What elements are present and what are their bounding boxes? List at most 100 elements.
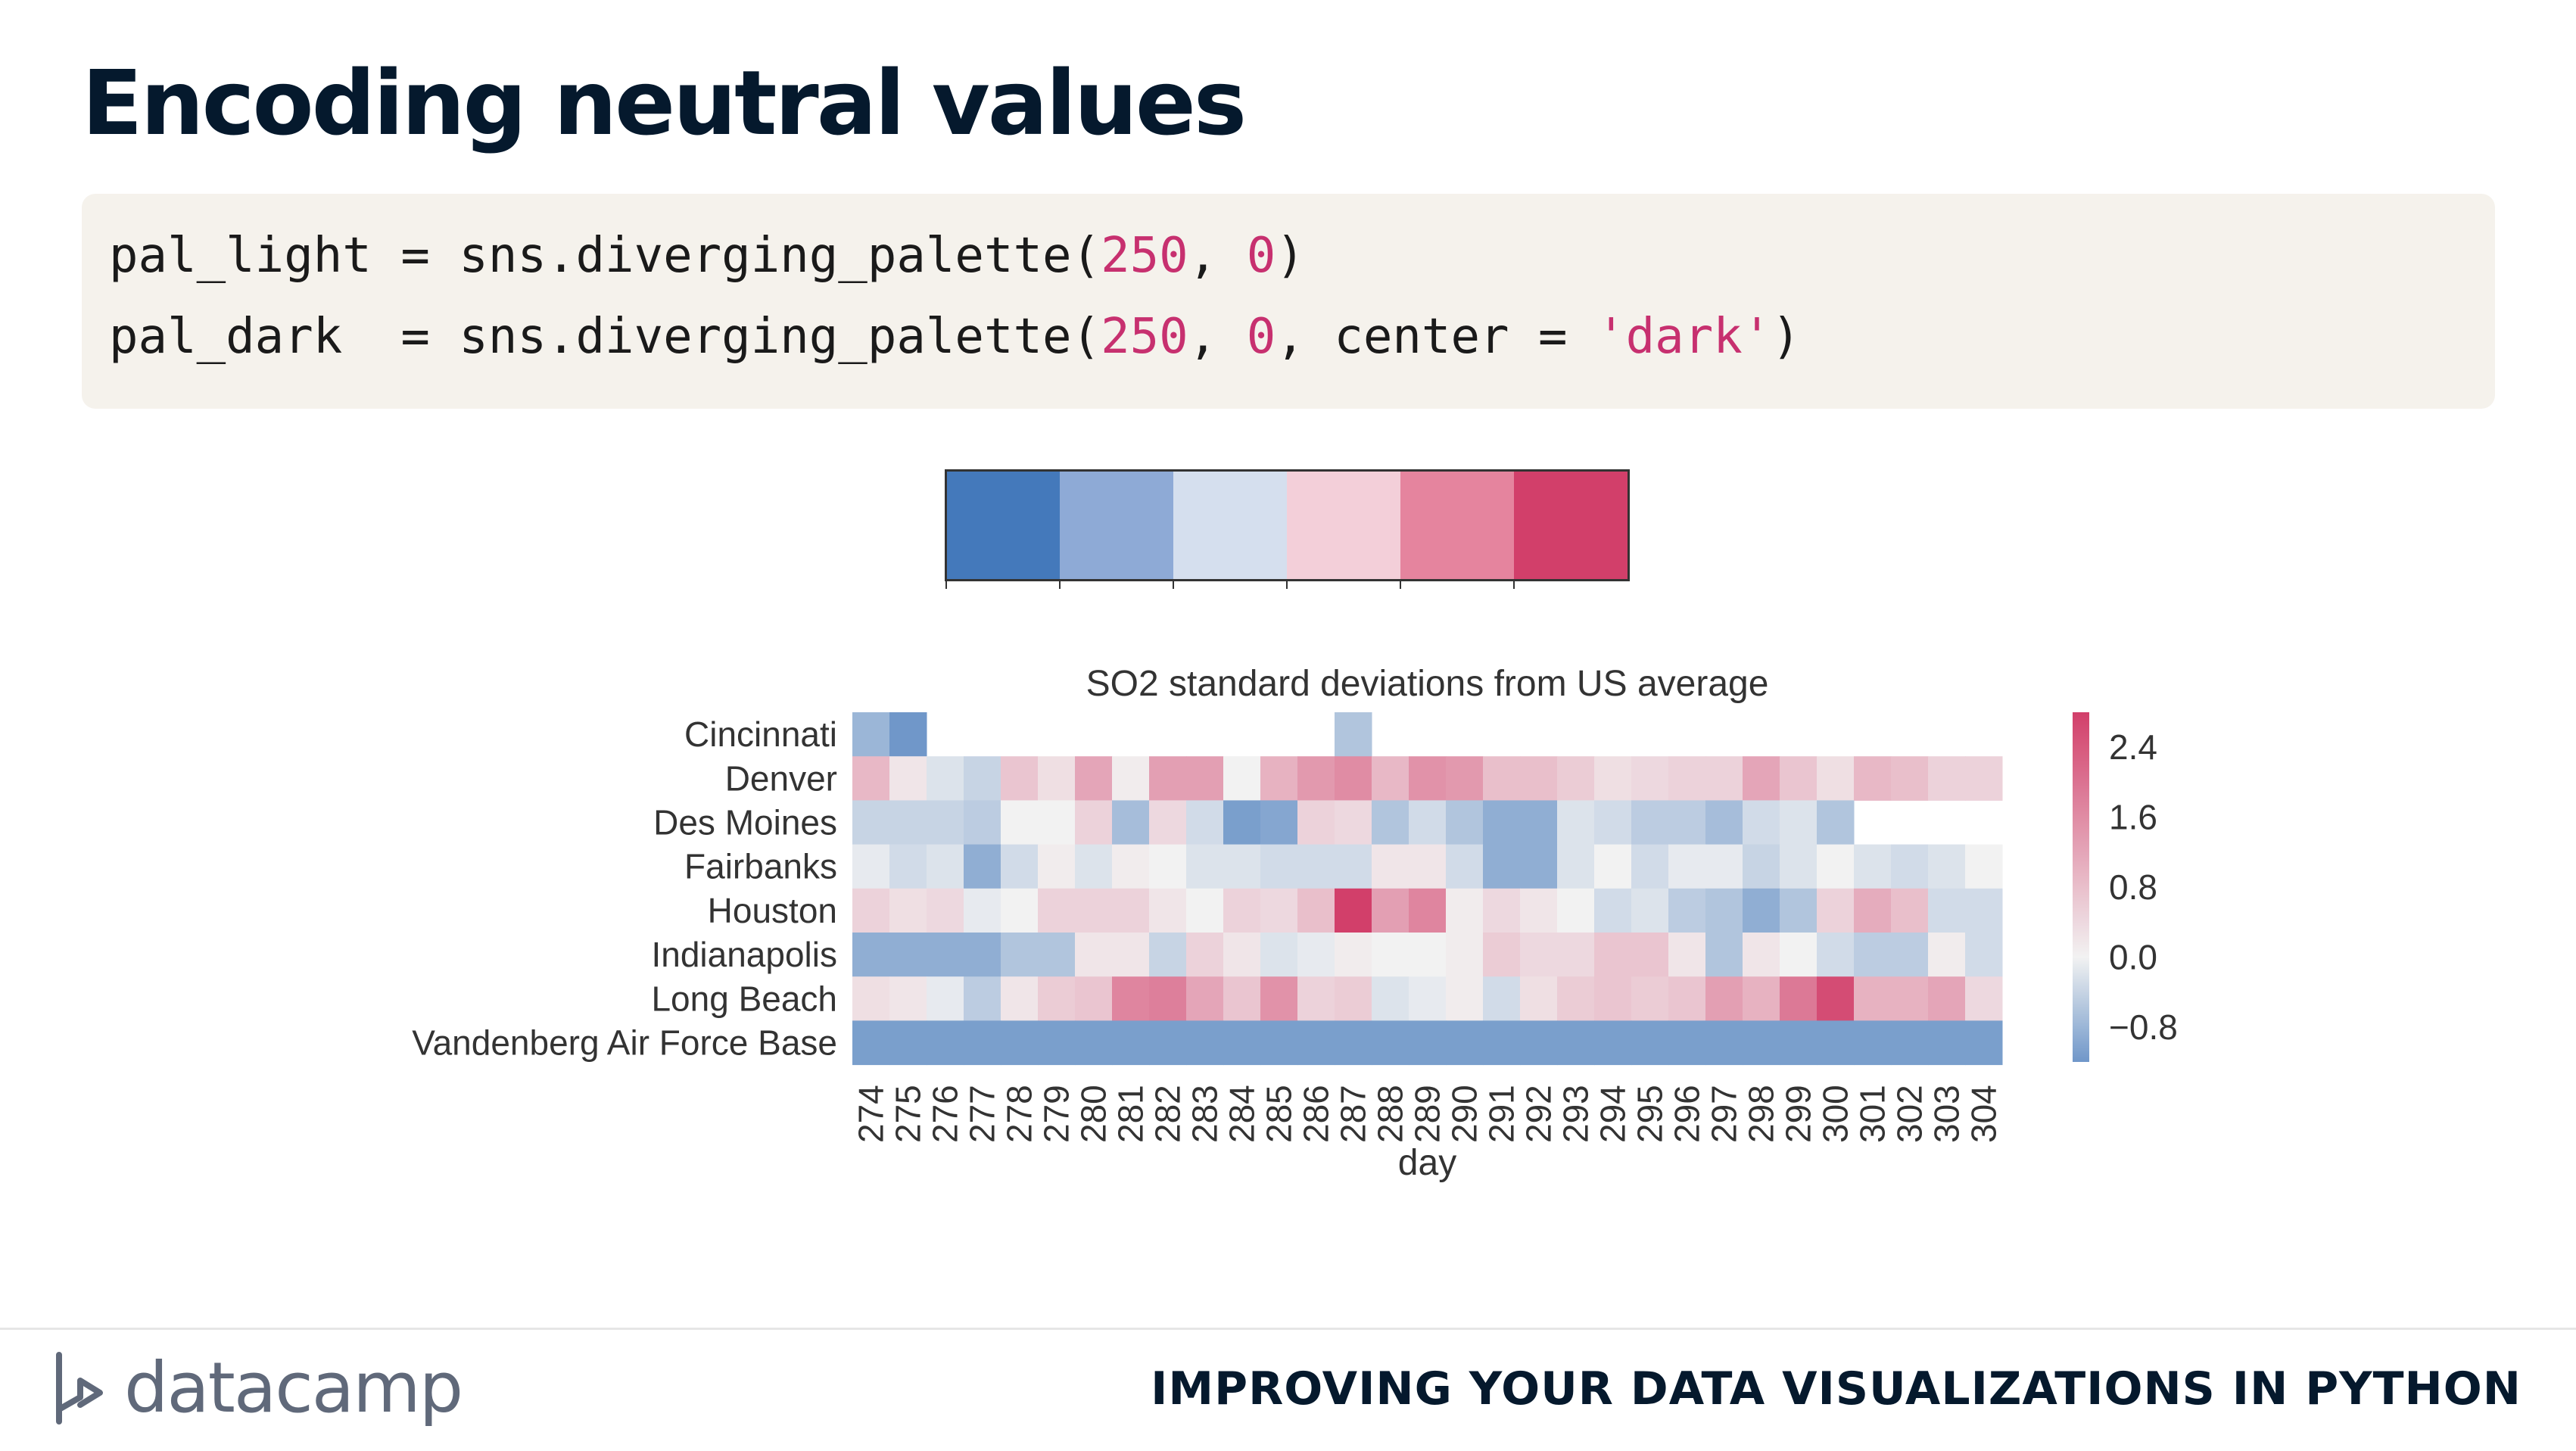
heatmap-cell [1075, 976, 1113, 1021]
heatmap-cell [1446, 888, 1484, 933]
x-tick-label: 296 [1668, 1085, 1707, 1143]
heatmap-cell [1186, 756, 1224, 801]
heatmap-cell [1075, 800, 1113, 845]
heatmap-cell [1335, 712, 1372, 757]
heatmap-cell [1557, 933, 1595, 977]
heatmap-cell [1409, 933, 1447, 977]
palette-tick [1513, 581, 1515, 589]
colorbar-tick-label: 0.8 [2109, 867, 2157, 907]
x-tick-label: 284 [1223, 1085, 1262, 1143]
y-tick-label: Vandenberg Air Force Base [412, 1023, 837, 1063]
heatmap-cell [1372, 800, 1409, 845]
heatmap-cell [1594, 844, 1632, 889]
heatmap-cell [1668, 844, 1706, 889]
heatmap-cell [1668, 800, 1706, 845]
heatmap-cell [1186, 976, 1224, 1021]
heatmap-cell [852, 1020, 890, 1066]
heatmap-cell [927, 933, 964, 977]
heatmap-cell [1891, 844, 1929, 889]
heatmap-cell [1149, 888, 1187, 933]
heatmap-cell [1075, 1020, 1113, 1066]
heatmap-cell [1594, 800, 1632, 845]
heatmap-cell [1335, 800, 1372, 845]
heatmap-cell [1817, 933, 1855, 977]
heatmap-cell [1446, 800, 1484, 845]
heatmap-cell [1520, 756, 1558, 801]
heatmap-cell [1668, 1020, 1706, 1066]
x-tick-label: 274 [852, 1085, 891, 1143]
heatmap-cell [1223, 933, 1261, 977]
palette-tick [1173, 581, 1174, 589]
x-tick-label: 275 [889, 1085, 928, 1143]
heatmap-cell [1223, 800, 1261, 845]
heatmap-cell [1372, 976, 1409, 1021]
palette-swatch [1514, 471, 1628, 581]
heatmap-cell [1297, 844, 1335, 889]
heatmap-cell [1743, 800, 1780, 845]
heatmap-cell [889, 888, 927, 933]
heatmap-cell [1038, 800, 1076, 845]
heatmap-cell [1038, 844, 1076, 889]
heatmap-cell [964, 976, 1001, 1021]
heatmap-cell [1743, 888, 1780, 933]
heatmap-cell [1149, 933, 1187, 977]
heatmap-cell [1446, 844, 1484, 889]
heatmap-cell [1335, 1020, 1372, 1066]
heatmap-cell [1409, 888, 1447, 933]
heatmap-cell [1038, 933, 1076, 977]
heatmap-cell [1038, 756, 1076, 801]
heatmap-cell [964, 800, 1001, 845]
heatmap-cell [1743, 976, 1780, 1021]
heatmap-cell [1557, 1020, 1595, 1066]
heatmap-cell [1483, 800, 1521, 845]
heatmap-cell [1297, 933, 1335, 977]
heatmap-cell [1223, 976, 1261, 1021]
heatmap-cell [1483, 888, 1521, 933]
heatmap-cell [1001, 888, 1039, 933]
heatmap-cell [1520, 800, 1558, 845]
heatmap-cell [1409, 1020, 1447, 1066]
heatmap-cell [1372, 888, 1409, 933]
heatmap-cell [889, 976, 927, 1021]
y-tick-label: Houston [708, 891, 837, 930]
footer-divider [0, 1328, 2576, 1330]
heatmap-cell [1335, 844, 1372, 889]
heatmap-cell [964, 933, 1001, 977]
heatmap-cell [1817, 1020, 1855, 1066]
heatmap-cell [1705, 888, 1743, 933]
heatmap-cell [1817, 844, 1855, 889]
x-tick-label: 301 [1853, 1085, 1892, 1143]
heatmap-cell [1520, 844, 1558, 889]
heatmap-cell [1186, 844, 1224, 889]
heatmap-cell [852, 712, 890, 757]
heatmap-cell [1297, 1020, 1335, 1066]
heatmap-cell [1557, 800, 1595, 845]
heatmap-cell [1668, 933, 1706, 977]
heatmap-cell [1260, 888, 1298, 933]
heatmap-cell [1557, 888, 1595, 933]
heatmap-cell [1149, 976, 1187, 1021]
heatmap-cell [1965, 976, 2003, 1021]
heatmap-cell [1075, 844, 1113, 889]
palette-swatch [1173, 471, 1287, 581]
colorbar-tick-label: 1.6 [2109, 798, 2157, 837]
palette-swatch [1400, 471, 1514, 581]
heatmap-cell [1854, 844, 1892, 889]
code-block: pal_light = sns.diverging_palette(250, 0… [82, 194, 2495, 409]
heatmap-cell [1705, 1020, 1743, 1066]
palette-tick [1286, 581, 1288, 589]
heatmap-cell [1260, 976, 1298, 1021]
heatmap-cell [1409, 756, 1447, 801]
heatmap-cell [1891, 1020, 1929, 1066]
heatmap-cell [927, 756, 964, 801]
heatmap-cell [1594, 976, 1632, 1021]
heatmap-cell [1223, 888, 1261, 933]
heatmap-cell [927, 800, 964, 845]
palette-tick [1400, 581, 1401, 589]
palette-tick [945, 581, 947, 589]
heatmap-cell [927, 976, 964, 1021]
heatmap-cell [889, 800, 927, 845]
heatmap-cell [1372, 844, 1409, 889]
heatmap-cell [1335, 756, 1372, 801]
heatmap-cell [1297, 976, 1335, 1021]
